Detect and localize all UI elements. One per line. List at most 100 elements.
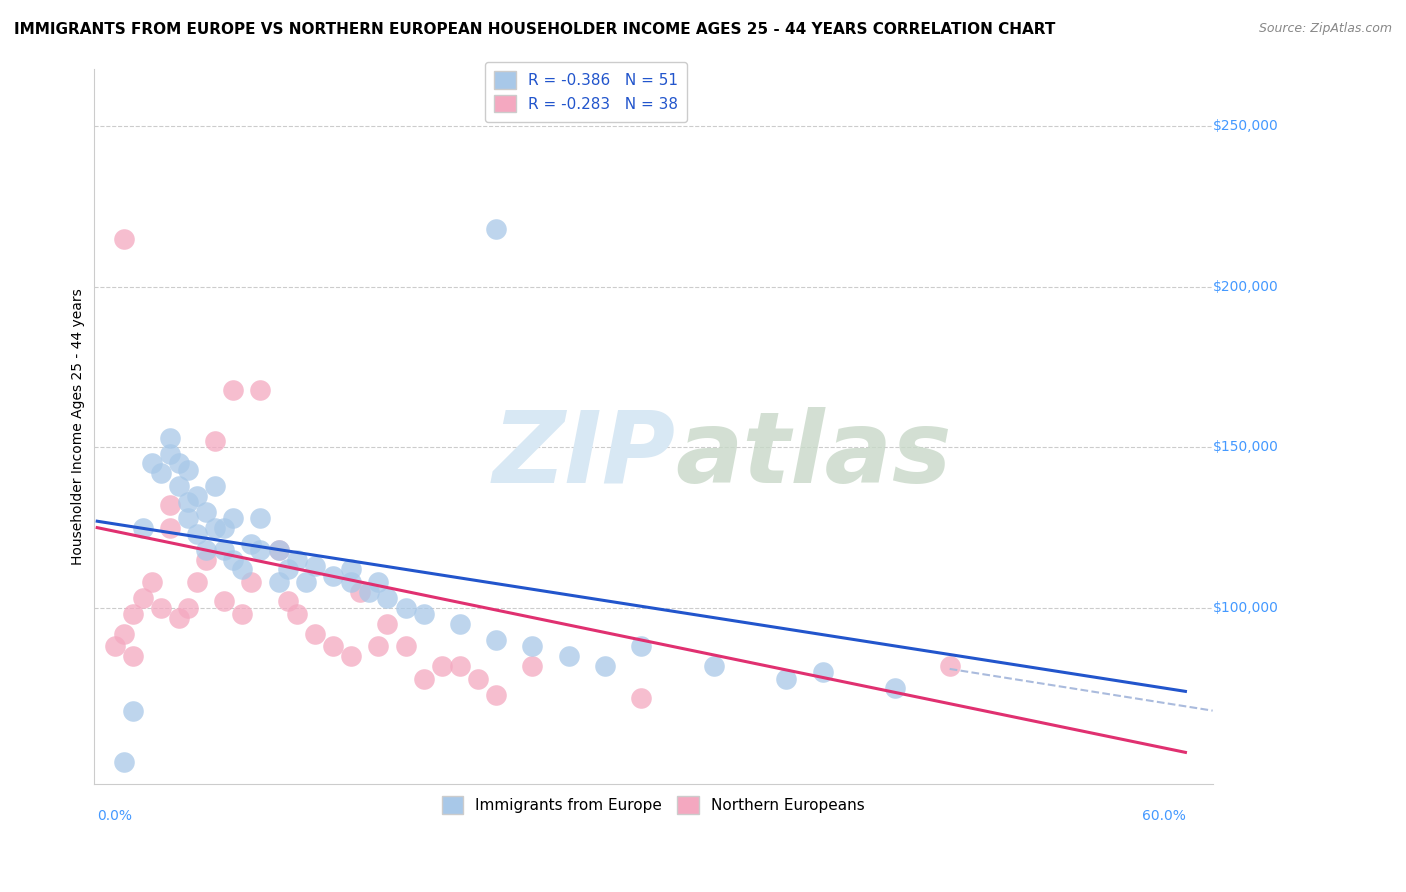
Point (204, 434, 226, 448)
Point (195, 543, 218, 558)
Text: ZIP: ZIP (492, 407, 675, 504)
Text: 60.0%: 60.0% (1142, 809, 1185, 823)
Point (349, 585, 371, 599)
Text: $250,000: $250,000 (1212, 120, 1278, 133)
Point (131, 591, 153, 606)
Point (177, 600, 200, 615)
Point (522, 658, 544, 673)
Y-axis label: Householder Income Ages 25 - 44 years: Householder Income Ages 25 - 44 years (72, 288, 86, 565)
Point (249, 543, 271, 558)
Point (485, 222, 508, 236)
Point (195, 553, 218, 567)
Point (112, 232, 135, 246)
Point (159, 521, 181, 535)
Point (212, 594, 235, 608)
Point (149, 600, 172, 615)
Point (249, 383, 271, 397)
Point (449, 616, 471, 631)
Point (204, 479, 226, 493)
Point (167, 610, 190, 624)
Point (430, 658, 453, 673)
Point (159, 431, 181, 445)
Text: $150,000: $150,000 (1212, 441, 1278, 454)
Point (112, 755, 135, 769)
Point (141, 575, 163, 590)
Point (167, 479, 190, 493)
Point (122, 607, 145, 622)
Point (177, 495, 200, 509)
Point (304, 559, 326, 574)
Point (340, 562, 363, 576)
Point (322, 569, 344, 583)
Point (630, 640, 652, 654)
Point (212, 521, 235, 535)
Point (277, 562, 299, 576)
Point (377, 591, 399, 606)
Point (367, 640, 389, 654)
Point (122, 704, 145, 718)
Point (186, 575, 208, 590)
Text: Source: ZipAtlas.com: Source: ZipAtlas.com (1258, 22, 1392, 36)
Text: $100,000: $100,000 (1212, 601, 1278, 615)
Text: $200,000: $200,000 (1212, 280, 1278, 293)
Point (485, 688, 508, 702)
Point (449, 658, 471, 673)
Point (394, 600, 416, 615)
Point (204, 521, 226, 535)
Point (285, 553, 308, 567)
Point (159, 447, 181, 461)
Point (149, 466, 172, 480)
Point (811, 665, 834, 679)
Point (485, 632, 508, 647)
Point (377, 616, 399, 631)
Point (367, 575, 389, 590)
Point (195, 505, 218, 519)
Point (775, 672, 797, 686)
Point (141, 457, 163, 471)
Point (277, 594, 299, 608)
Point (240, 537, 263, 551)
Point (177, 511, 200, 525)
Point (467, 672, 489, 686)
Point (222, 383, 245, 397)
Point (186, 527, 208, 541)
Text: 0.0%: 0.0% (97, 809, 132, 823)
Legend: Immigrants from Europe, Northern Europeans: Immigrants from Europe, Northern Europea… (436, 790, 870, 820)
Point (104, 640, 127, 654)
Point (222, 553, 245, 567)
Point (359, 585, 381, 599)
Point (322, 640, 344, 654)
Point (267, 575, 290, 590)
Point (593, 658, 616, 673)
Point (340, 648, 363, 663)
Text: IMMIGRANTS FROM EUROPE VS NORTHERN EUROPEAN HOUSEHOLDER INCOME AGES 25 - 44 YEAR: IMMIGRANTS FROM EUROPE VS NORTHERN EUROP… (14, 22, 1056, 37)
Point (249, 511, 271, 525)
Point (267, 543, 290, 558)
Point (112, 626, 135, 640)
Point (938, 658, 960, 673)
Point (240, 575, 263, 590)
Point (222, 511, 245, 525)
Point (304, 626, 326, 640)
Point (703, 658, 725, 673)
Point (267, 543, 290, 558)
Point (340, 575, 363, 590)
Point (884, 681, 907, 695)
Point (412, 607, 434, 622)
Point (159, 498, 181, 512)
Point (522, 640, 544, 654)
Point (131, 521, 153, 535)
Text: atlas: atlas (675, 407, 952, 504)
Point (177, 463, 200, 477)
Point (285, 607, 308, 622)
Point (294, 575, 316, 590)
Point (412, 672, 434, 686)
Point (122, 648, 145, 663)
Point (558, 648, 581, 663)
Point (167, 457, 190, 471)
Point (630, 690, 652, 705)
Point (231, 607, 253, 622)
Point (394, 640, 416, 654)
Point (212, 543, 235, 558)
Point (231, 562, 253, 576)
